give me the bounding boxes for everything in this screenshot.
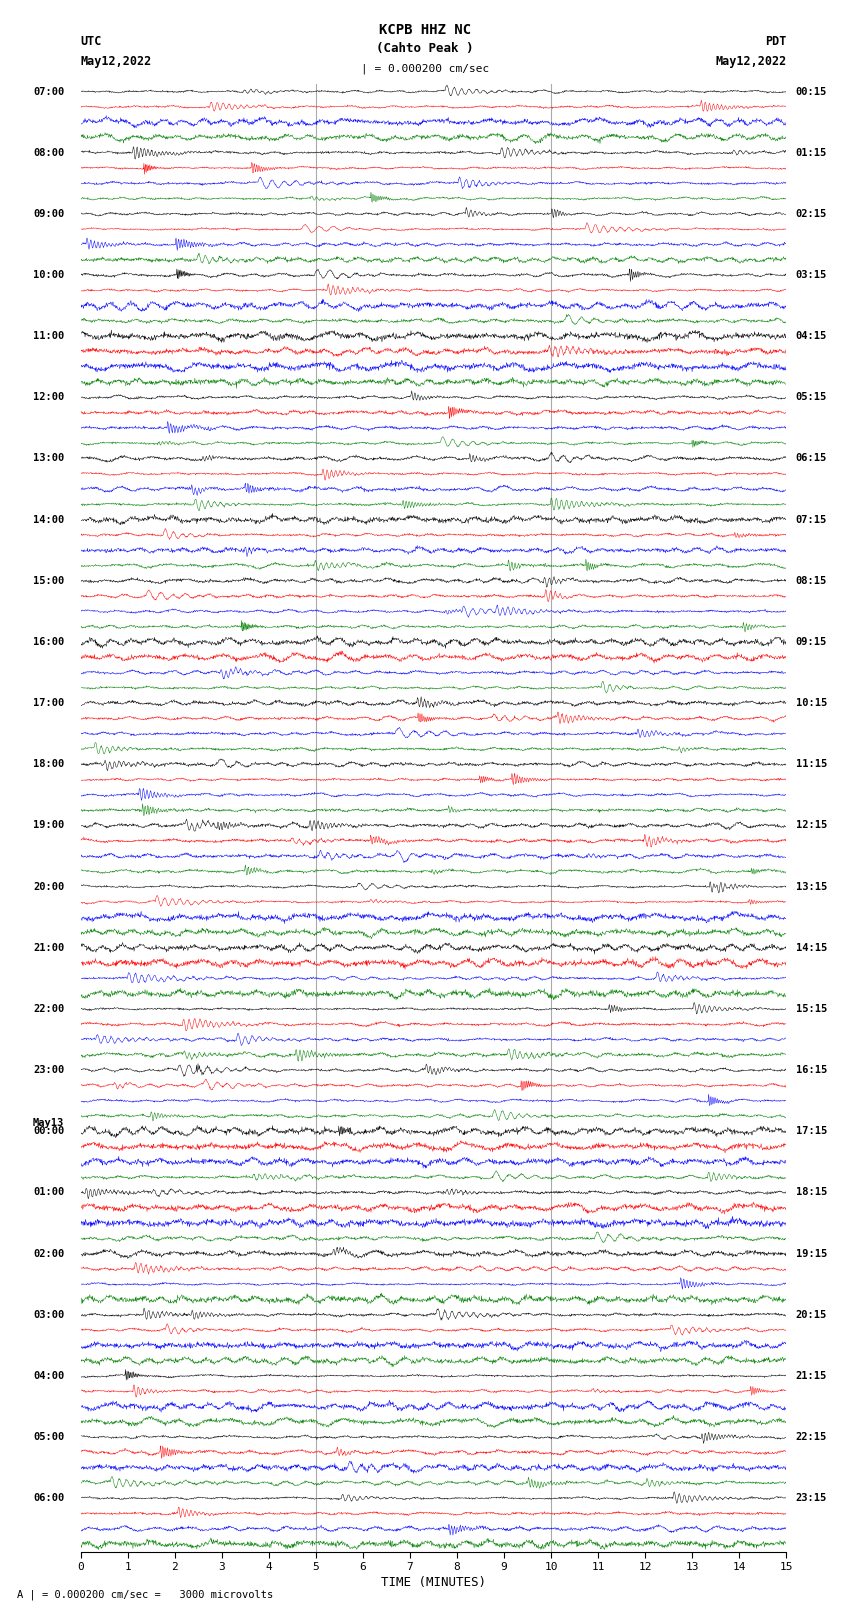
Text: 06:00: 06:00	[33, 1494, 65, 1503]
Text: 21:00: 21:00	[33, 942, 65, 953]
Text: May12,2022: May12,2022	[81, 55, 152, 68]
Text: 08:15: 08:15	[796, 576, 827, 586]
Text: 15:00: 15:00	[33, 576, 65, 586]
Text: 23:00: 23:00	[33, 1065, 65, 1076]
Text: 18:00: 18:00	[33, 760, 65, 769]
Text: (Cahto Peak ): (Cahto Peak )	[377, 42, 473, 55]
Text: 06:15: 06:15	[796, 453, 827, 463]
Text: 01:15: 01:15	[796, 148, 827, 158]
Text: 12:00: 12:00	[33, 392, 65, 402]
Text: 20:00: 20:00	[33, 882, 65, 892]
Text: 16:15: 16:15	[796, 1065, 827, 1076]
Text: 02:15: 02:15	[796, 208, 827, 219]
Text: 19:15: 19:15	[796, 1248, 827, 1258]
Text: 19:00: 19:00	[33, 821, 65, 831]
Text: 05:15: 05:15	[796, 392, 827, 402]
Text: 16:00: 16:00	[33, 637, 65, 647]
Text: 14:00: 14:00	[33, 515, 65, 524]
Text: 00:15: 00:15	[796, 87, 827, 97]
Text: 10:00: 10:00	[33, 269, 65, 281]
Text: May12,2022: May12,2022	[715, 55, 786, 68]
Text: 04:15: 04:15	[796, 331, 827, 342]
Text: May13: May13	[33, 1118, 65, 1127]
Text: 02:00: 02:00	[33, 1248, 65, 1258]
Text: 05:00: 05:00	[33, 1432, 65, 1442]
Text: 15:15: 15:15	[796, 1003, 827, 1015]
Text: 03:15: 03:15	[796, 269, 827, 281]
Text: 08:00: 08:00	[33, 148, 65, 158]
Text: 13:15: 13:15	[796, 882, 827, 892]
Text: 22:00: 22:00	[33, 1003, 65, 1015]
Text: 14:15: 14:15	[796, 942, 827, 953]
Text: PDT: PDT	[765, 35, 786, 48]
X-axis label: TIME (MINUTES): TIME (MINUTES)	[381, 1576, 486, 1589]
Text: 17:15: 17:15	[796, 1126, 827, 1136]
Text: 03:00: 03:00	[33, 1310, 65, 1319]
Text: 07:15: 07:15	[796, 515, 827, 524]
Text: 12:15: 12:15	[796, 821, 827, 831]
Text: 20:15: 20:15	[796, 1310, 827, 1319]
Text: 18:15: 18:15	[796, 1187, 827, 1197]
Text: A | = 0.000200 cm/sec =   3000 microvolts: A | = 0.000200 cm/sec = 3000 microvolts	[17, 1589, 273, 1600]
Text: 11:00: 11:00	[33, 331, 65, 342]
Text: 04:00: 04:00	[33, 1371, 65, 1381]
Text: 22:15: 22:15	[796, 1432, 827, 1442]
Text: | = 0.000200 cm/sec: | = 0.000200 cm/sec	[361, 63, 489, 74]
Text: 13:00: 13:00	[33, 453, 65, 463]
Text: 10:15: 10:15	[796, 698, 827, 708]
Text: 23:15: 23:15	[796, 1494, 827, 1503]
Text: 17:00: 17:00	[33, 698, 65, 708]
Text: 07:00: 07:00	[33, 87, 65, 97]
Text: 09:00: 09:00	[33, 208, 65, 219]
Text: 11:15: 11:15	[796, 760, 827, 769]
Text: 01:00: 01:00	[33, 1187, 65, 1197]
Text: UTC: UTC	[81, 35, 102, 48]
Text: KCPB HHZ NC: KCPB HHZ NC	[379, 23, 471, 37]
Text: 09:15: 09:15	[796, 637, 827, 647]
Text: 00:00: 00:00	[33, 1126, 65, 1136]
Text: 21:15: 21:15	[796, 1371, 827, 1381]
